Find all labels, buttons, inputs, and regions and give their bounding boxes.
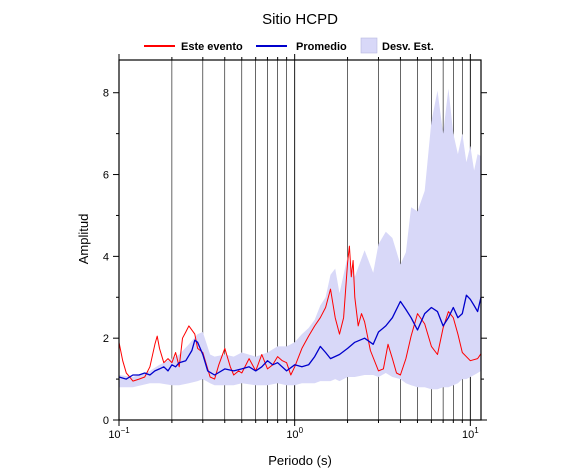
- legend-label: Promedio: [296, 41, 347, 53]
- y-axis-label: Amplitud: [76, 214, 91, 265]
- x-axis-label: Periodo (s): [268, 453, 332, 468]
- y-tick-label: 2: [103, 333, 109, 345]
- legend: Este evento Promedio Desv. Est.: [144, 37, 434, 54]
- y-tick-label: 6: [103, 170, 109, 182]
- y-tick-label: 0: [103, 415, 109, 427]
- series-line-promedio: [118, 294, 482, 380]
- legend-label: Desv. Est.: [382, 41, 434, 53]
- x-tick-label: 100: [286, 426, 303, 441]
- x-tick-label: 10−1: [108, 426, 130, 441]
- y-tick-label: 8: [103, 88, 109, 100]
- x-tick-label: 101: [462, 426, 479, 441]
- series-line-este-evento: [118, 245, 482, 382]
- std-band: [119, 88, 481, 390]
- axis-ticks: 0 2 4 6 8 10−1 100 101: [103, 54, 487, 441]
- band-layer: [119, 88, 481, 390]
- y-tick-label: 4: [103, 251, 109, 263]
- series-layer: [118, 245, 482, 382]
- plot-frame: [118, 59, 482, 421]
- chart-title: Sitio HCPD: [262, 11, 338, 28]
- legend-label: Este evento: [181, 41, 243, 53]
- legend-swatch-band: [360, 37, 378, 54]
